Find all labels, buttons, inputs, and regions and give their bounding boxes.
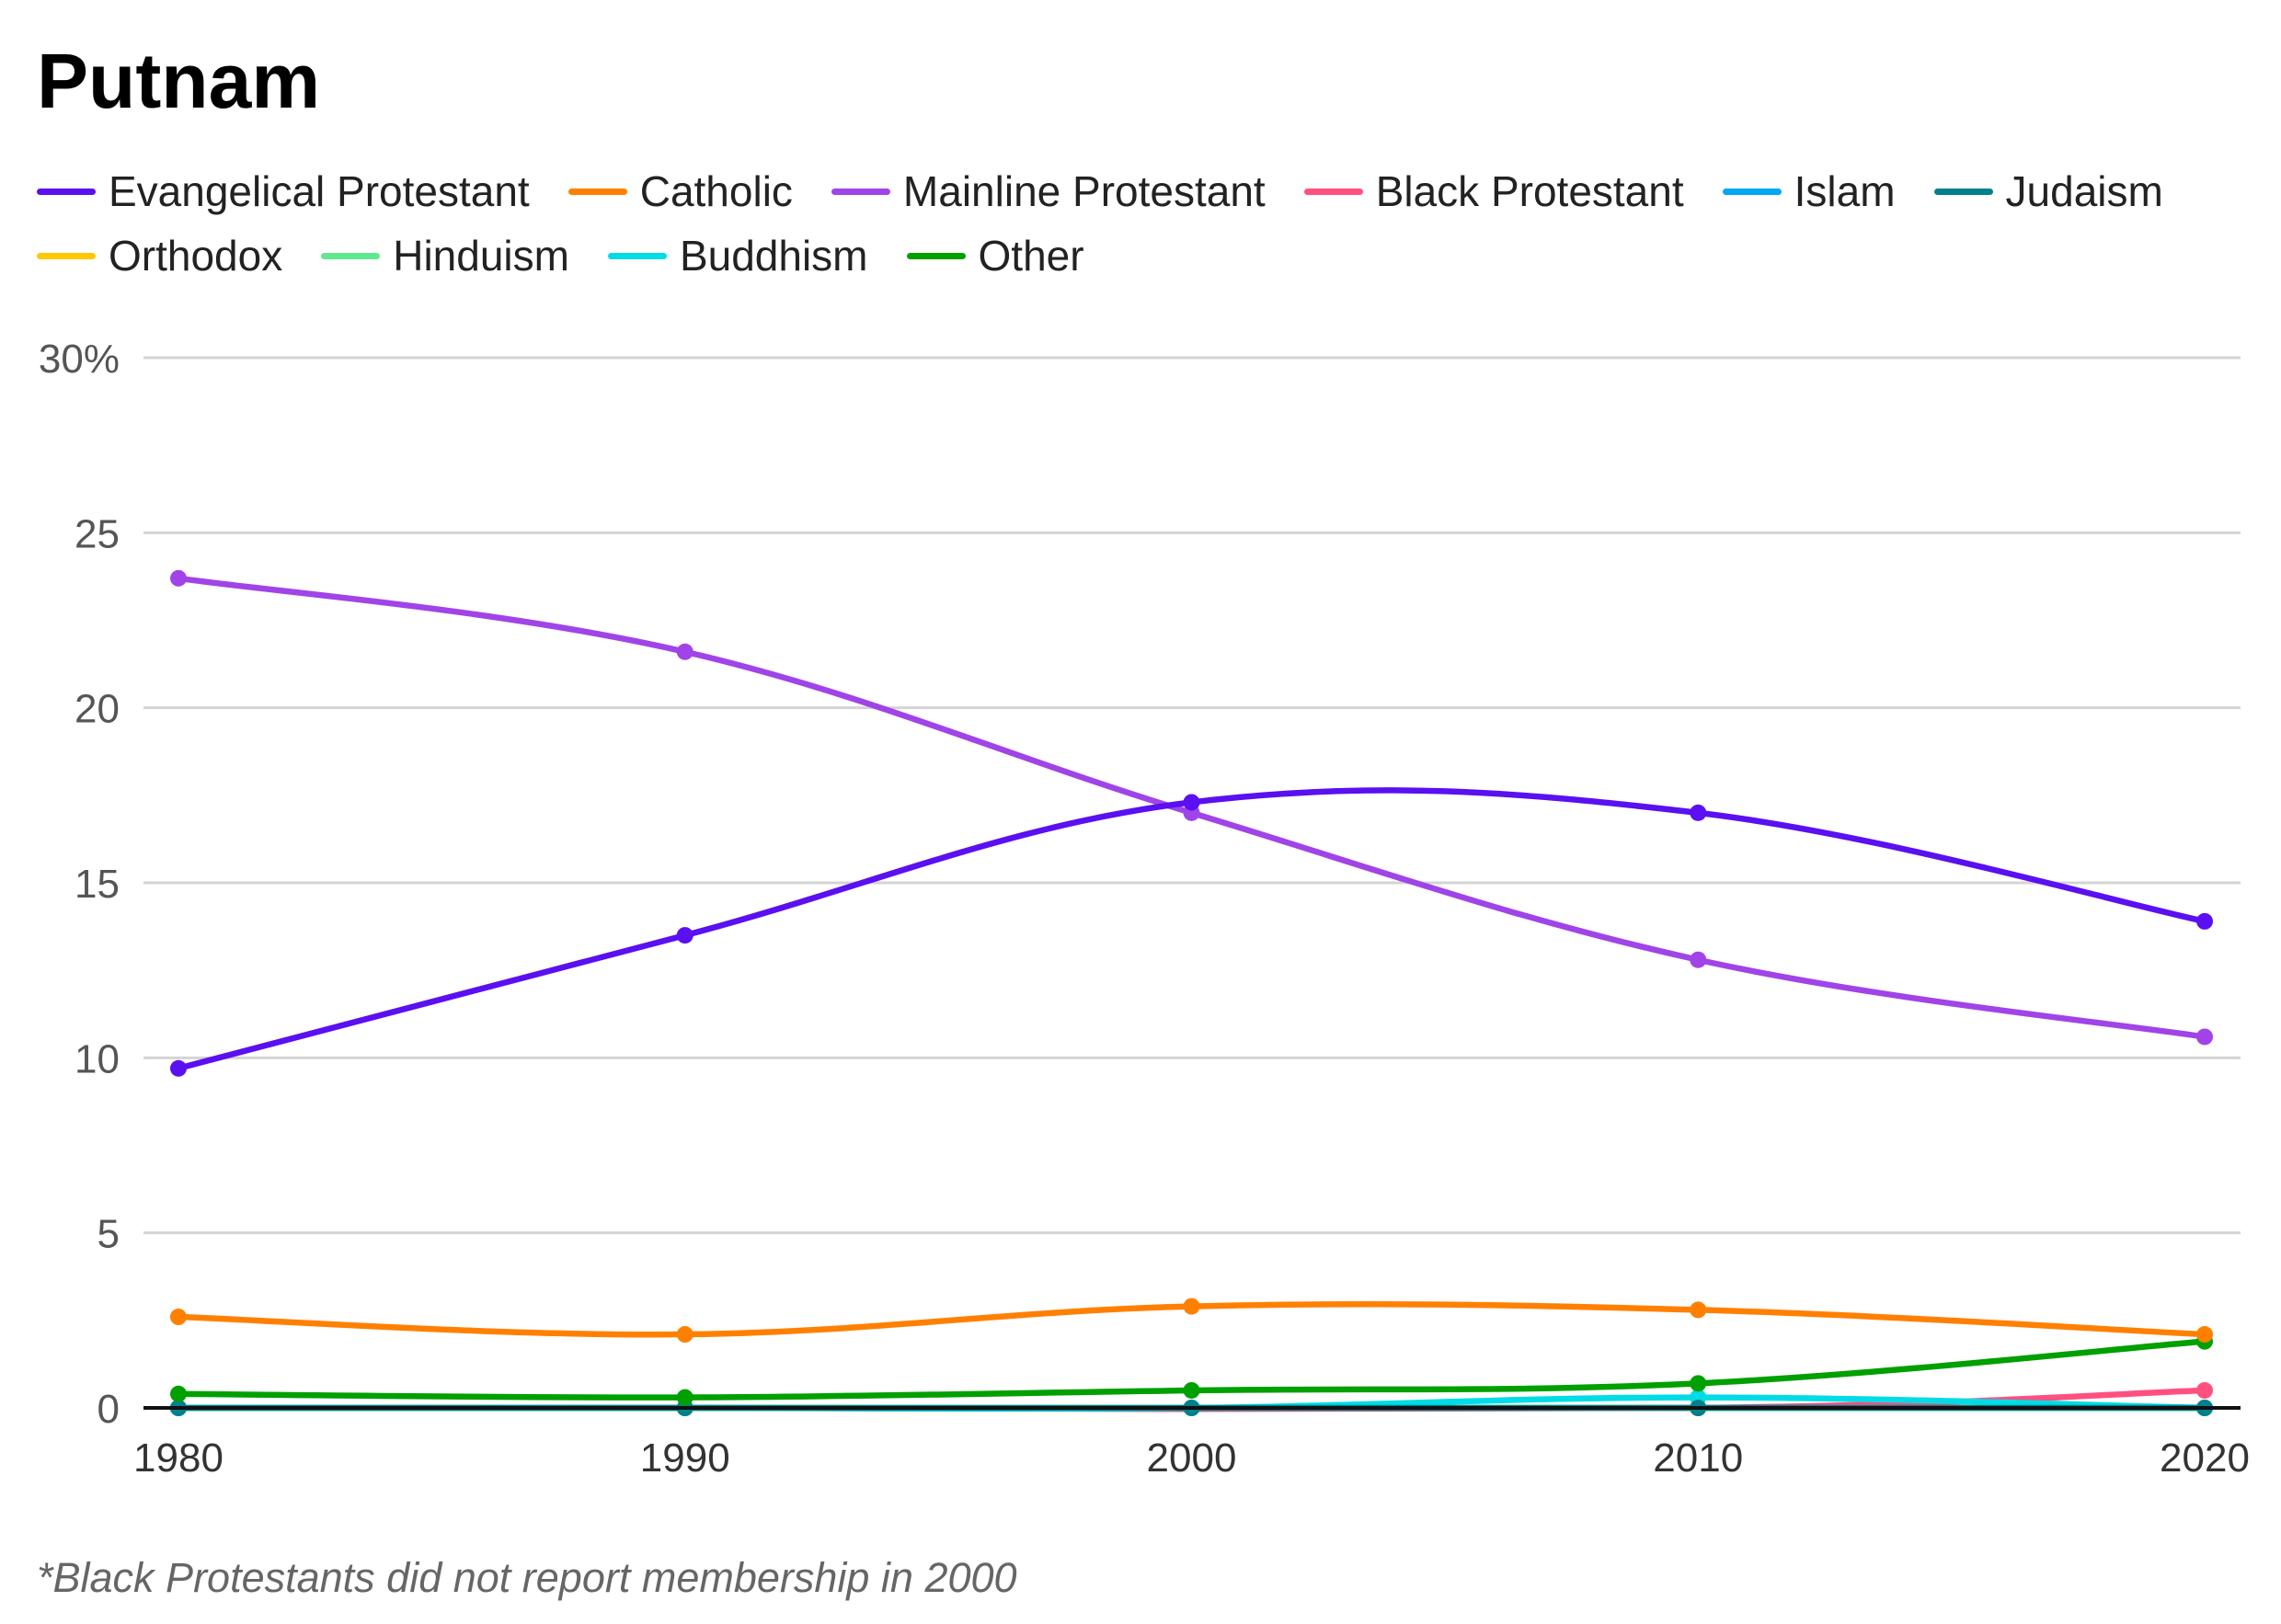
legend-label: Catholic (639, 167, 793, 215)
data-point (676, 1326, 693, 1344)
x-tick-label: 1980 (133, 1435, 224, 1481)
legend-label: Orthodox (109, 232, 283, 280)
data-point (2196, 1381, 2213, 1399)
legend-swatch (1303, 188, 1363, 195)
series-catholic (170, 1298, 2213, 1344)
x-tick-label: 1990 (640, 1435, 730, 1481)
series-line (175, 787, 2208, 1071)
data-point (170, 569, 187, 587)
series-evangelical-protestant (170, 787, 2213, 1077)
data-point (676, 927, 693, 944)
legend-swatch (831, 188, 890, 195)
legend-item: Islam (1722, 167, 1896, 215)
y-tick-label: 10 (75, 1036, 120, 1081)
data-point (1183, 1381, 1200, 1399)
y-tick-label: 25 (75, 511, 120, 556)
data-point (1690, 1375, 1707, 1392)
y-tick-label: 15 (75, 862, 120, 907)
legend-label: Evangelical Protestant (109, 167, 530, 215)
data-point (1690, 804, 1707, 821)
x-tick-label: 2000 (1147, 1435, 1237, 1481)
legend-item: Evangelical Protestant (37, 167, 530, 215)
chart-title: Putnam (37, 38, 321, 124)
legend-swatch (607, 252, 667, 259)
legend-label: Buddhism (679, 232, 868, 280)
x-tick-label: 2010 (1653, 1435, 1743, 1481)
legend-swatch (1933, 188, 1993, 195)
footnote: *Black Protestants did not report member… (37, 1554, 1017, 1601)
y-tick-label: 5 (97, 1212, 120, 1257)
legend-item: Mainline Protestant (831, 167, 1266, 215)
legend-swatch (321, 252, 381, 259)
data-point (676, 1389, 693, 1406)
data-point (2196, 1326, 2213, 1344)
data-point (1690, 951, 1707, 968)
legend-item: Buddhism (607, 232, 868, 280)
y-tick-label: 30% (39, 337, 120, 382)
legend-label: Hinduism (393, 232, 569, 280)
legend-label: Black Protestant (1375, 167, 1684, 215)
data-point (170, 1059, 187, 1077)
legend-item: Judaism (1933, 167, 2163, 215)
series-other (170, 1332, 2213, 1406)
data-point (1183, 794, 1200, 811)
y-tick-label: 20 (75, 687, 120, 732)
legend-label: Mainline Protestant (902, 167, 1266, 215)
legend-label: Islam (1794, 167, 1896, 215)
legend-item: Hinduism (321, 232, 569, 280)
y-tick-label: 0 (97, 1387, 120, 1432)
legend-swatch (37, 252, 96, 259)
legend-item: Orthodox (37, 232, 282, 280)
legend-swatch (906, 252, 966, 259)
legend-swatch (567, 188, 627, 195)
data-point (1183, 1298, 1200, 1315)
legend-item: Black Protestant (1303, 167, 1684, 215)
data-point (170, 1385, 187, 1402)
legend-item: Other (906, 232, 1084, 280)
legend-swatch (1722, 188, 1782, 195)
data-point (2196, 912, 2213, 930)
data-point (2196, 1028, 2213, 1046)
legend-swatch (37, 188, 96, 195)
x-tick-label: 2020 (2160, 1435, 2250, 1481)
legend-label: Other (978, 232, 1084, 280)
data-point (1690, 1301, 1707, 1319)
data-point (676, 643, 693, 660)
data-point (170, 1309, 187, 1326)
legend-item: Catholic (567, 167, 793, 215)
legend: Evangelical Protestant Catholic Mainline P… (37, 167, 2281, 280)
legend-label: Judaism (2005, 167, 2163, 215)
